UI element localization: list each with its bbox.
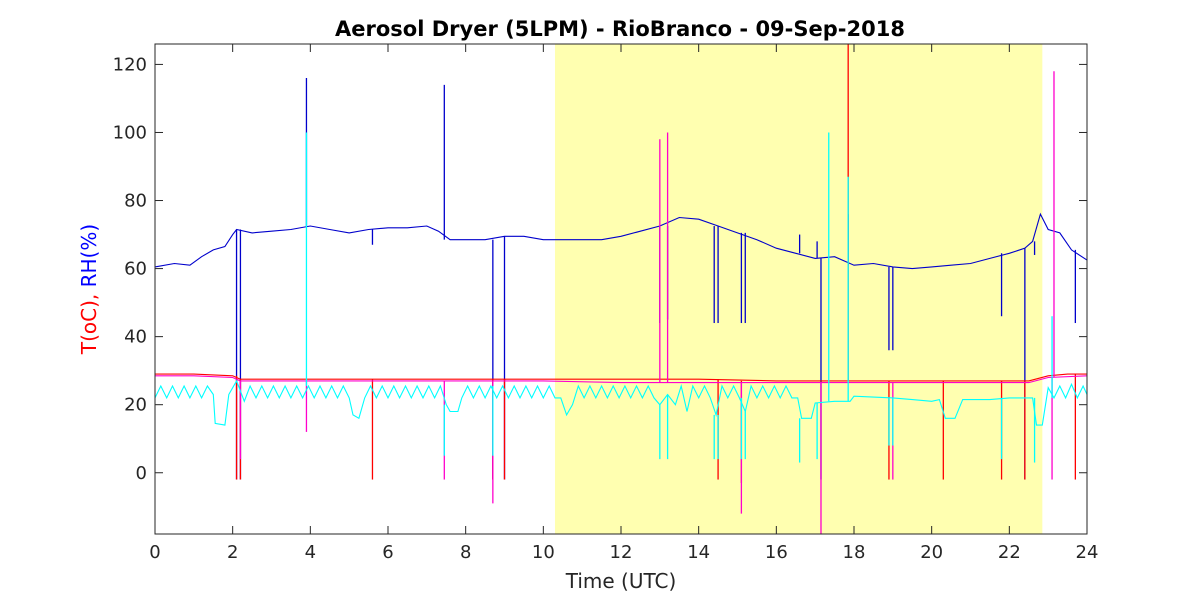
y-axis-label-part-2: RH(%) <box>77 224 101 294</box>
series-3 <box>155 71 1088 534</box>
x-tick-label: 8 <box>460 542 471 563</box>
y-tick-label: 20 <box>124 395 147 416</box>
y-tick-label: 0 <box>136 463 147 484</box>
highlighted-time-window <box>554 44 1043 534</box>
series-4-line <box>154 379 1088 426</box>
x-tick-label: 6 <box>382 542 393 563</box>
chart-title: Aerosol Dryer (5LPM) - RioBranco - 09-Se… <box>335 17 905 41</box>
x-tick-label: 24 <box>1076 542 1099 563</box>
y-tick-label: 60 <box>124 259 147 280</box>
x-tick-label: 14 <box>687 542 710 563</box>
x-tick-label: 12 <box>610 542 633 563</box>
x-tick-label: 16 <box>765 542 788 563</box>
x-tick-label: 10 <box>532 542 555 563</box>
series-4 <box>154 132 1088 463</box>
x-tick-label: 22 <box>998 542 1021 563</box>
series-3-line <box>155 375 1088 384</box>
x-tick-label: 0 <box>149 542 160 563</box>
x-tick-label: 20 <box>920 542 943 563</box>
y-tick-label: 40 <box>124 327 147 348</box>
series-layer <box>154 44 1088 534</box>
y-tick-label: 100 <box>113 122 147 143</box>
y-axis-label: T(oC), RH(%) <box>77 224 101 355</box>
x-tick-label: 2 <box>227 542 238 563</box>
x-tick-label: 4 <box>305 542 316 563</box>
y-tick-label: 80 <box>124 191 147 212</box>
y-axis-label-part-1: T(oC), <box>77 294 101 355</box>
x-axis-label: Time (UTC) <box>565 569 677 593</box>
y-tick-label: 120 <box>113 54 147 75</box>
series-1-line <box>154 212 1088 270</box>
x-tick-label: 18 <box>843 542 866 563</box>
